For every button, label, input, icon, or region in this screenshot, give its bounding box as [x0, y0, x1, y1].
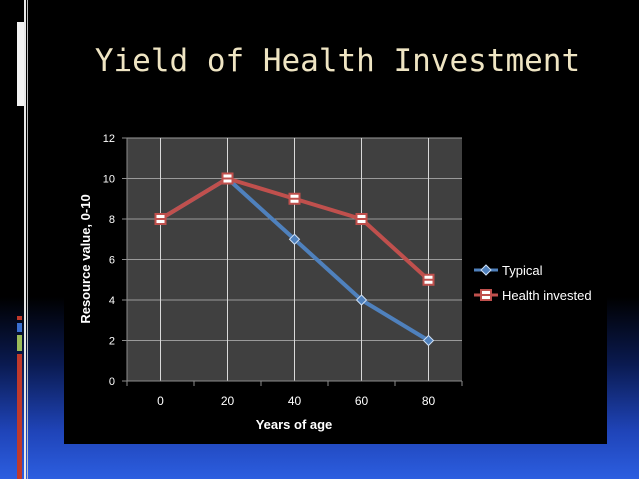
y-axis-title: Resource value, 0-10	[78, 194, 93, 323]
data-point-marker	[480, 264, 492, 276]
decorative-mark	[17, 316, 22, 320]
x-tick-label: 80	[422, 394, 436, 408]
y-tick-label: 0	[109, 376, 115, 388]
y-tick-label: 2	[109, 336, 115, 348]
slide-title: Yield of Health Investment	[94, 43, 581, 79]
decorative-mark	[17, 354, 22, 479]
y-tick-label: 6	[109, 255, 115, 267]
data-point-marker	[288, 233, 301, 245]
data-point-marker	[422, 334, 435, 347]
decorative-stripe	[24, 0, 26, 479]
x-tick-label: 60	[355, 394, 369, 408]
y-tick-label: 8	[109, 214, 115, 226]
y-tick-label: 4	[109, 295, 115, 307]
x-tick-label: 40	[288, 394, 302, 408]
legend-label: Typical	[502, 263, 543, 278]
y-tick-label: 10	[103, 174, 115, 186]
decorative-stripe	[27, 0, 28, 479]
x-axis-title: Years of age	[256, 417, 333, 432]
data-point-marker	[355, 294, 368, 306]
line-chart: 0 2 4 6 8 10 12 0 20 40 60 80 Years of age Resourc…	[64, 118, 607, 444]
decorative-mark	[17, 323, 22, 332]
legend-label: Health invested	[502, 288, 592, 303]
decorative-block	[17, 22, 24, 106]
y-tick-label: 12	[103, 133, 115, 145]
x-tick-label: 0	[157, 394, 164, 408]
x-tick-label: 20	[221, 394, 235, 408]
decorative-mark	[17, 335, 22, 351]
legend: Typical Health invested	[474, 263, 592, 303]
